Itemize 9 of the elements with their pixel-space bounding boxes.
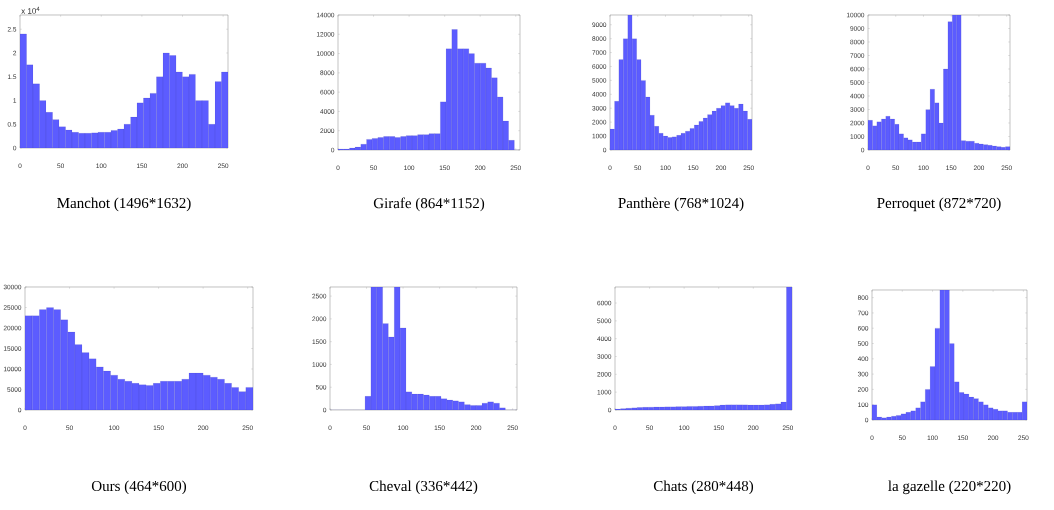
text: Manchot (1496*1632) bbox=[57, 197, 191, 212]
text: Panthère (768*1024) bbox=[618, 197, 744, 212]
text: Cheval (336*442) bbox=[369, 480, 478, 495]
text: Chats (280*448) bbox=[653, 480, 754, 495]
text: Perroquet (872*720) bbox=[877, 197, 1001, 212]
text: x 10$^{4}$ bbox=[21, 6, 40, 14]
text: Girafe (864*1152) bbox=[373, 197, 485, 212]
text: la gazelle (220*220) bbox=[888, 480, 1011, 495]
text: Ours (464*600) bbox=[91, 480, 187, 495]
